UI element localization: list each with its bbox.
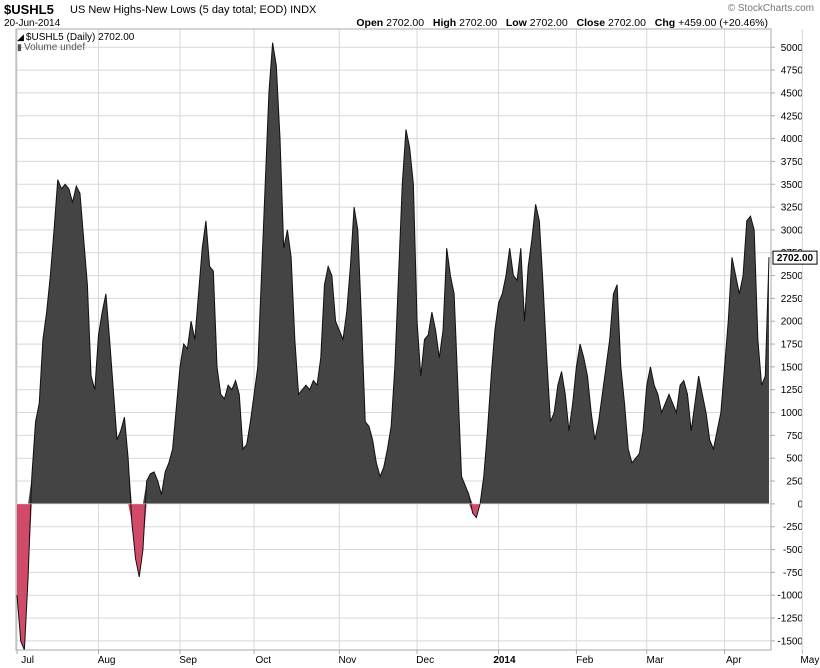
y-tick-label: -1500 [777,636,803,647]
x-tick-label: 2014 [493,655,516,666]
chart-date: 20-Jun-2014 [4,18,61,29]
x-tick-label: Sep [179,655,197,666]
y-tick-label: 5000 [781,43,804,54]
y-tick-label: 1250 [781,385,804,396]
y-tick-label: -500 [783,545,803,556]
y-tick-label: 4000 [781,134,804,145]
y-tick-label: 4500 [781,88,804,99]
chg-label: Chg [654,17,676,29]
y-tick-label: 1500 [781,362,804,373]
positive-area [17,42,769,504]
y-tick-label: 3000 [781,225,804,236]
y-tick-label: -750 [783,568,803,579]
low-label: Low [505,17,527,29]
open-value: 2702.00 [386,17,425,29]
x-tick-label: Nov [338,655,356,666]
high-label: High [432,17,457,29]
description-text: US New Highs-New Lows (5 day total; EOD) [70,4,288,16]
ticker-symbol: $USHL5 [4,2,54,17]
low-value: 2702.00 [529,17,568,29]
x-tick-label: Dec [416,655,434,666]
y-tick-label: 4750 [781,66,804,77]
series-legend: ◢ $USHL5 (Daily) 2702.00 [17,32,134,43]
y-tick-label: 500 [786,454,803,465]
volume-legend-label: Volume undef [23,42,86,53]
y-tick-label: 1000 [781,408,804,419]
chart-description: US New Highs-New Lows (5 day total; EOD)… [70,4,316,16]
series-line [16,42,770,651]
x-tick-label: Oct [256,655,272,666]
y-tick-label: 250 [786,477,803,488]
x-tick-label: Apr [726,655,742,666]
high-value: 2702.00 [459,17,498,29]
last-value-box [772,250,818,265]
y-tick-label: 1750 [781,340,804,351]
y-tick-label: 2250 [781,294,804,305]
close-value: 2702.00 [608,17,646,29]
y-tick-label: 750 [786,431,803,442]
y-tick-label: 2000 [781,317,804,328]
x-tick-label: Mar [647,655,665,666]
y-tick-label: 3750 [781,157,804,168]
exchange-label: INDX [290,4,317,16]
y-tick-label: 2500 [781,271,804,282]
volume-legend: ▮ Volume undef [17,42,85,53]
volume-bars-icon: ▮ [17,42,22,52]
x-tick-label: May [800,655,819,666]
y-tick-label: -1000 [777,591,803,602]
area-series-icon: ◢ [17,32,24,42]
x-tick-label: Jul [21,655,34,666]
y-tick-label: 0 [797,499,803,510]
x-tick-label: Feb [576,655,594,666]
chg-value: +459.00 (+20.46%) [678,17,768,29]
plot-frame [15,28,772,651]
y-tick-label: 3250 [781,203,804,214]
y-tick-label: -1250 [777,614,803,625]
quote-summary: Open 2702.00 High 2702.00 Low 2702.00 Cl… [356,17,768,29]
series-legend-label: $USHL5 (Daily) 2702.00 [25,32,135,43]
open-label: Open [356,17,384,29]
copyright-link[interactable]: © StockCharts.com [727,3,814,14]
last-value-label: 2702.00 [777,253,814,264]
x-tick-label: Aug [98,655,116,666]
negative-area [17,503,769,650]
y-tick-label: 4250 [781,111,804,122]
y-tick-label: -250 [783,522,803,533]
y-tick-label: 3500 [781,180,804,191]
close-label: Close [576,17,606,29]
